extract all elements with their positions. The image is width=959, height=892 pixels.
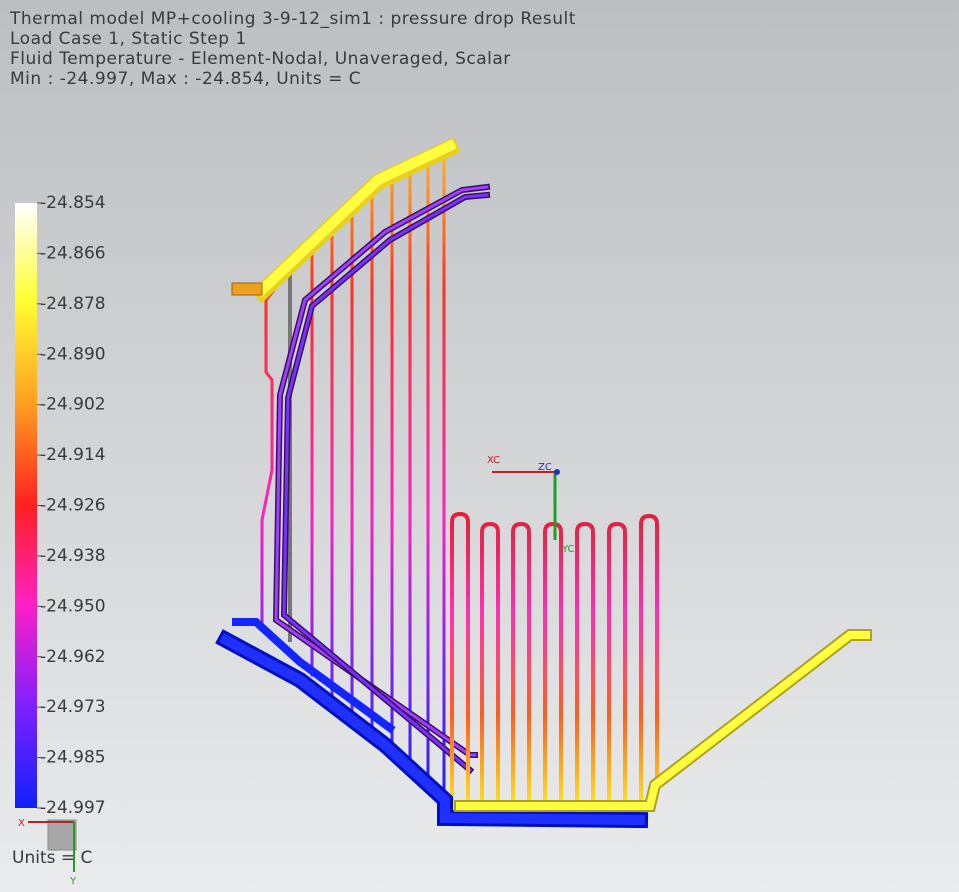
axis-label: X — [18, 818, 25, 829]
legend-label: -24.950 — [40, 596, 106, 616]
axis-label: YC — [561, 544, 575, 555]
legend-label: -24.854 — [40, 193, 106, 213]
legend-label: -24.997 — [40, 798, 106, 818]
axis-label: Y — [69, 876, 77, 887]
header-line: Load Case 1, Static Step 1 — [10, 29, 247, 49]
legend-label: -24.890 — [40, 344, 106, 364]
header-line: Fluid Temperature - Element-Nodal, Unave… — [10, 49, 511, 69]
axis-label: XC — [487, 455, 500, 466]
legend-label: -24.866 — [40, 243, 106, 263]
header-line: Thermal model MP+cooling 3-9-12_sim1 : p… — [9, 9, 576, 29]
legend-label: -24.985 — [40, 748, 106, 768]
color-scale — [15, 203, 37, 808]
legend-label: -24.938 — [40, 546, 106, 566]
legend-label: -24.878 — [40, 294, 106, 314]
legend-label: -24.926 — [40, 496, 106, 516]
legend-label: -24.973 — [40, 697, 106, 717]
legend-label: -24.902 — [40, 395, 106, 415]
inlet — [232, 283, 262, 295]
background — [0, 0, 959, 892]
header-line: Min : -24.997, Max : -24.854, Units = C — [10, 69, 361, 89]
viewport: Thermal model MP+cooling 3-9-12_sim1 : p… — [0, 0, 959, 892]
legend-label: -24.962 — [40, 647, 106, 667]
view-cube — [48, 820, 76, 850]
axis-z — [554, 469, 560, 475]
axis-label: ZC — [538, 462, 552, 473]
units-label: Units = C — [12, 848, 92, 868]
legend-label: -24.914 — [40, 445, 106, 465]
